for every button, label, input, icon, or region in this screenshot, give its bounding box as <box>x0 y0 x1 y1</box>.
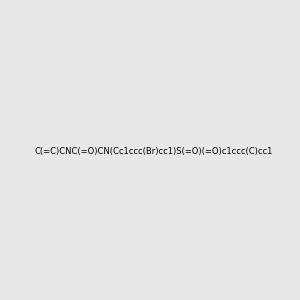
Text: C(=C)CNC(=O)CN(Cc1ccc(Br)cc1)S(=O)(=O)c1ccc(C)cc1: C(=C)CNC(=O)CN(Cc1ccc(Br)cc1)S(=O)(=O)c1… <box>34 147 273 156</box>
